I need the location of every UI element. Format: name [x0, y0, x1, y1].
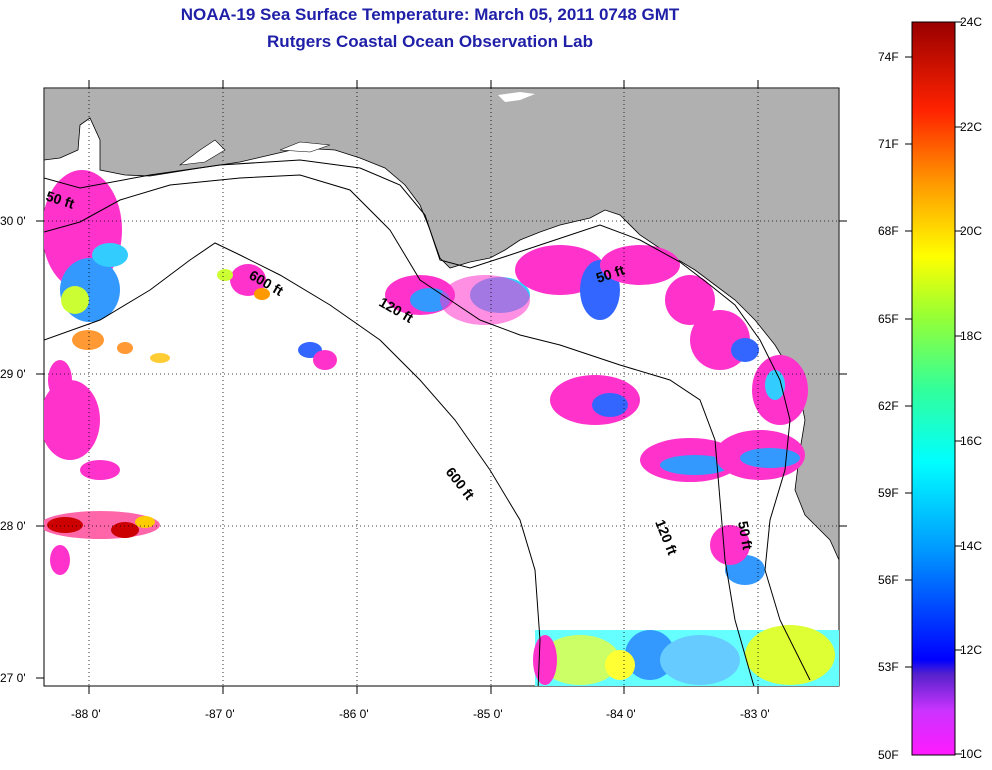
lon-label: -87 0': [205, 707, 235, 721]
lat-label: 29 0': [0, 367, 26, 381]
contour-600ft: [44, 242, 541, 686]
lon-label: -88 0': [71, 707, 101, 721]
land-mass: [44, 88, 839, 561]
contour-50ft: [44, 159, 811, 681]
contour-label-50-coast: 50 ft: [735, 520, 756, 551]
colorbar-f-label: 71F: [878, 137, 899, 151]
sst-patches: [44, 170, 839, 686]
colorbar-c-label: 22C: [960, 120, 982, 134]
colorbar-f-label: 74F: [878, 50, 899, 64]
colorbar-c-label: 12C: [960, 643, 982, 657]
colorbar-f-label: 56F: [878, 573, 899, 587]
lat-label: 30 0': [0, 214, 26, 228]
lat-label: 28 0': [0, 519, 26, 533]
colorbar-f-label: 59F: [878, 486, 899, 500]
colorbar-c-label: 10C: [960, 747, 982, 761]
lat-label: 27 0': [0, 671, 26, 685]
contour-120ft: [44, 174, 755, 686]
lon-label: -83 0': [740, 707, 770, 721]
colorbar-c-label: 24C: [960, 15, 982, 29]
colorbar-c-label: 14C: [960, 539, 982, 553]
colorbar-c-label: 18C: [960, 329, 982, 343]
lon-label: -86 0': [339, 707, 369, 721]
colorbar-f-label: 53F: [878, 660, 899, 674]
colorbar-c-label: 16C: [960, 434, 982, 448]
colorbar-f-label: 65F: [878, 312, 899, 326]
lon-label: -85 0': [473, 707, 503, 721]
colorbar-f-label: 50F: [878, 748, 899, 762]
lon-label: -84 0': [606, 707, 636, 721]
map-subtitle: Rutgers Coastal Ocean Observation Lab: [267, 32, 593, 51]
colorbar-f-label: 62F: [878, 399, 899, 413]
colorbar-f-label: 68F: [878, 224, 899, 238]
colorbar-c-label: 20C: [960, 224, 982, 238]
map-title: NOAA-19 Sea Surface Temperature: March 0…: [180, 5, 680, 24]
temperature-colorbar: 74F 71F 68F 65F 62F 59F 56F 53F 50F 24C …: [878, 15, 982, 762]
